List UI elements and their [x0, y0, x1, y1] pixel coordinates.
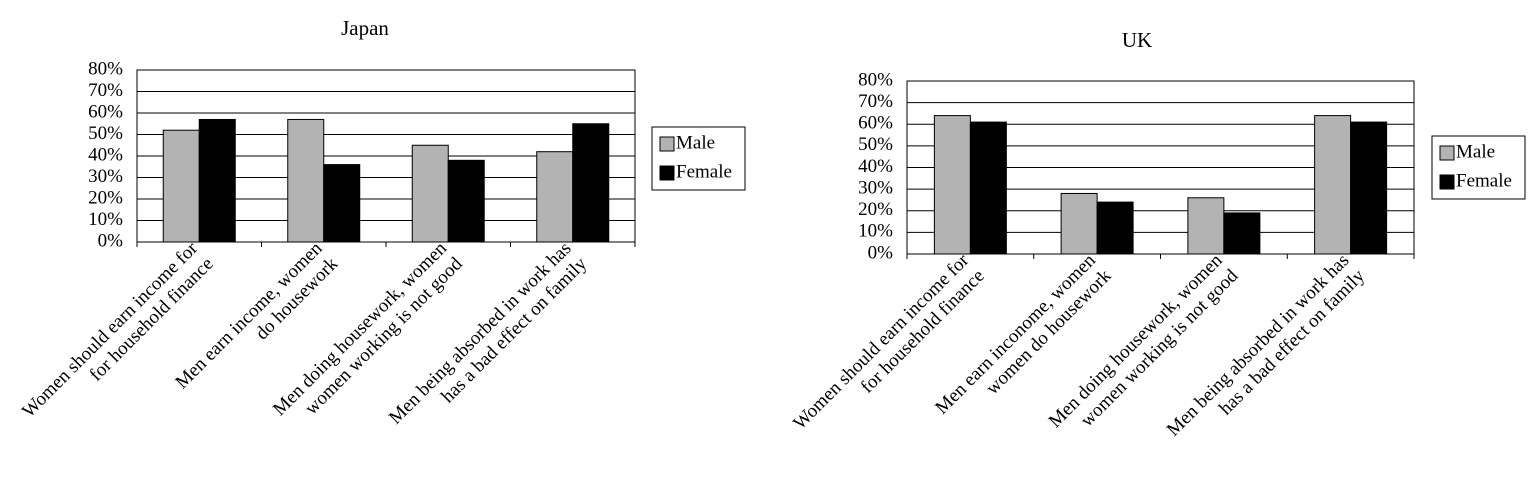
bar — [1350, 121, 1388, 255]
y-tick-label: 70% — [858, 91, 893, 112]
legend-label: Female — [676, 161, 732, 182]
y-tick-label: 20% — [88, 187, 123, 208]
bar — [447, 159, 485, 243]
y-tick-label: 0% — [98, 230, 124, 251]
x-tick-label: Women should earn income forfor househol… — [18, 238, 218, 438]
bar — [536, 151, 574, 243]
chart: Japan 0%10%20%30%40%50%60%70%80% Women sho… — [18, 16, 746, 438]
bar — [572, 123, 610, 243]
legend-label: Female — [1456, 170, 1512, 191]
y-tick-label: 30% — [858, 177, 893, 198]
y-tick-label: 30% — [88, 166, 123, 187]
legend-swatch — [659, 136, 675, 152]
y-tick-label: 10% — [88, 209, 123, 230]
bar — [198, 118, 236, 243]
y-tick-label: 0% — [868, 242, 894, 263]
y-tick-label: 10% — [858, 221, 893, 242]
y-tick-label: 40% — [88, 144, 123, 165]
y-tick-label: 80% — [88, 58, 123, 79]
y-tick-label: 50% — [88, 123, 123, 144]
y-tick-label: 80% — [858, 69, 893, 90]
bar — [287, 118, 325, 243]
y-tick-label: 60% — [858, 113, 893, 134]
label-line: Women should earn income for — [18, 238, 202, 422]
bar — [969, 121, 1007, 255]
label-line: has a bad effect on family — [1215, 265, 1369, 419]
bar — [1060, 192, 1098, 255]
bar — [1314, 115, 1352, 255]
legend-swatch — [1439, 174, 1455, 190]
bar — [1187, 197, 1225, 255]
bar — [1223, 212, 1261, 255]
legend-swatch — [659, 165, 675, 181]
label-line: has a bad effect on family — [438, 253, 592, 407]
chart-title: UK — [1122, 28, 1152, 52]
chart: UK 0%10%20%30%40%50%60%70%80% Women should… — [790, 28, 1526, 450]
legend-label: Male — [676, 132, 715, 153]
bar — [933, 115, 971, 255]
x-tick-label: Women should earn income forfor househol… — [790, 250, 990, 450]
y-tick-label: 20% — [858, 199, 893, 220]
y-tick-label: 70% — [88, 80, 123, 101]
legend-label: Male — [1456, 141, 1495, 162]
bar — [162, 129, 200, 243]
bar — [323, 164, 361, 243]
y-tick-label: 40% — [858, 156, 893, 177]
chart-title: Japan — [341, 16, 389, 40]
bar — [1096, 201, 1134, 255]
legend-swatch — [1439, 145, 1455, 161]
bar — [411, 144, 449, 243]
y-tick-label: 60% — [88, 101, 123, 122]
y-tick-label: 50% — [858, 134, 893, 155]
